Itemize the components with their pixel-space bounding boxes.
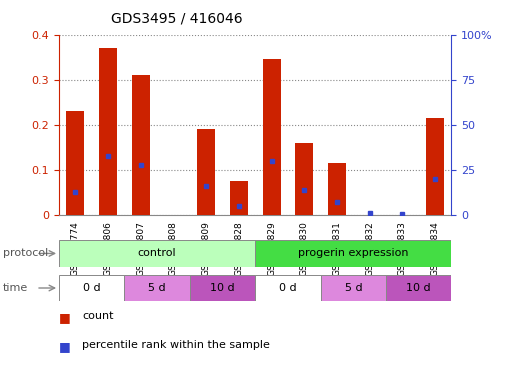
Bar <box>255 240 451 267</box>
Bar <box>59 275 124 301</box>
Bar <box>328 163 346 215</box>
Bar <box>190 275 255 301</box>
Bar <box>321 275 386 301</box>
Text: progerin expression: progerin expression <box>298 248 408 258</box>
Text: 5 d: 5 d <box>345 283 362 293</box>
Bar <box>255 275 321 301</box>
Text: 10 d: 10 d <box>210 283 235 293</box>
Text: 0 d: 0 d <box>83 283 101 293</box>
Text: GDS3495 / 416046: GDS3495 / 416046 <box>111 12 243 25</box>
Bar <box>197 129 215 215</box>
Bar <box>124 275 190 301</box>
Text: ■: ■ <box>59 340 71 353</box>
Text: protocol: protocol <box>3 248 48 258</box>
Bar <box>386 275 451 301</box>
Text: ■: ■ <box>59 311 71 324</box>
Bar <box>295 143 313 215</box>
Bar <box>230 181 248 215</box>
Bar <box>99 48 117 215</box>
Text: 5 d: 5 d <box>148 283 166 293</box>
Text: percentile rank within the sample: percentile rank within the sample <box>82 340 270 350</box>
Text: 0 d: 0 d <box>279 283 297 293</box>
Text: time: time <box>3 283 28 293</box>
Bar <box>263 60 281 215</box>
Bar <box>426 118 444 215</box>
Bar <box>132 75 150 215</box>
Text: control: control <box>138 248 176 258</box>
Text: count: count <box>82 311 113 321</box>
Text: 10 d: 10 d <box>406 283 431 293</box>
Bar <box>59 240 255 267</box>
Bar <box>66 111 84 215</box>
